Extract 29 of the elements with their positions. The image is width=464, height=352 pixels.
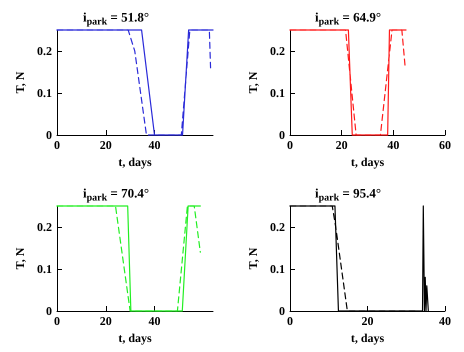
y-axis-title: T, N <box>13 71 28 94</box>
x-tick-label: 60 <box>439 138 451 152</box>
y-tick-label: 0.2 <box>37 44 52 58</box>
x-axis-title: t, days <box>350 154 384 169</box>
y-tick-label: 0 <box>46 128 52 142</box>
y-tick-label: 0.1 <box>37 86 52 100</box>
x-tick-label: 40 <box>439 314 451 328</box>
x-tick-label: 20 <box>100 138 112 152</box>
y-axis-title: T, N <box>246 71 260 94</box>
y-tick-label: 0.1 <box>270 86 285 100</box>
x-axis-title: t, days <box>350 330 384 345</box>
y-axis-title: T, N <box>13 247 28 270</box>
x-tick-label: 20 <box>362 314 374 328</box>
x-tick-label: 40 <box>148 138 160 152</box>
y-tick-label: 0.2 <box>270 220 285 234</box>
y-tick-label: 0.2 <box>270 44 285 58</box>
x-axis-title: t, days <box>118 154 152 169</box>
y-tick-label: 0 <box>279 128 285 142</box>
x-tick-label: 40 <box>387 138 400 152</box>
x-tick-label: 20 <box>336 138 348 152</box>
x-tick-label: 40 <box>148 314 160 328</box>
y-tick-label: 0.1 <box>37 262 52 276</box>
y-axis-title: T, N <box>246 247 260 270</box>
y-tick-label: 0 <box>279 304 285 318</box>
x-axis-title: t, days <box>118 330 152 345</box>
y-tick-label: 0.2 <box>37 220 52 234</box>
x-tick-label: 20 <box>100 314 112 328</box>
y-tick-label: 0 <box>46 304 52 318</box>
y-tick-label: 0.1 <box>270 262 285 276</box>
